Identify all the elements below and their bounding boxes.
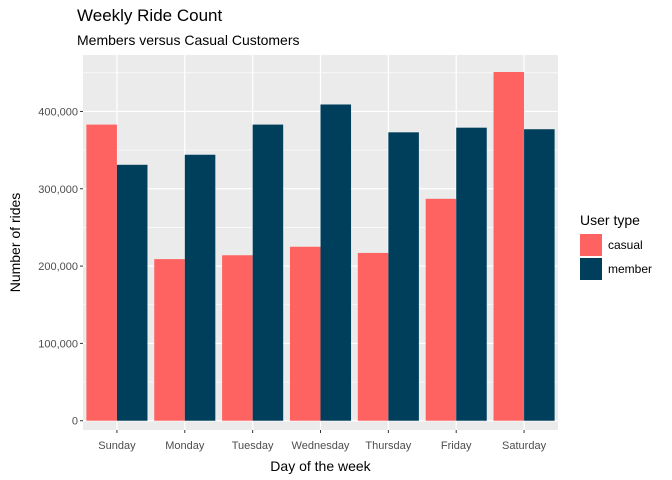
bar-casual-tuesday — [222, 255, 253, 421]
bar-casual-saturday — [493, 72, 525, 421]
bar-member-sunday — [116, 164, 148, 421]
x-tick-label: Sunday — [98, 440, 136, 452]
bar-casual-monday — [154, 259, 185, 421]
legend-label-member: member — [608, 262, 652, 276]
y-tick-label: 100,000 — [38, 338, 78, 350]
bar-member-friday — [456, 127, 487, 421]
legend-key-casual — [580, 234, 602, 256]
bar-casual-friday — [425, 198, 457, 421]
x-tick-label: Monday — [165, 440, 205, 452]
x-tick-label: Tuesday — [232, 440, 274, 452]
bar-casual-thursday — [357, 252, 389, 421]
x-tick-label: Thursday — [365, 440, 411, 452]
bar-member-wednesday — [320, 104, 352, 421]
bar-member-thursday — [388, 132, 419, 421]
bar-casual-wednesday — [289, 246, 321, 421]
x-tick-label: Saturday — [502, 440, 547, 452]
bar-member-monday — [184, 154, 216, 421]
legend-key-member — [580, 258, 602, 280]
y-axis-title: Number of rides — [7, 193, 23, 293]
bar-member-tuesday — [252, 124, 284, 421]
chart-subtitle: Members versus Casual Customers — [77, 32, 300, 48]
y-tick-label: 200,000 — [38, 261, 78, 273]
x-tick-label: Friday — [441, 440, 472, 452]
chart-title: Weekly Ride Count — [77, 6, 223, 25]
y-tick-label: 400,000 — [38, 106, 78, 118]
legend-title: User type — [580, 212, 640, 228]
y-tick-label: 300,000 — [38, 184, 78, 196]
bar-member-saturday — [524, 129, 555, 421]
legend-label-casual: casual — [608, 238, 643, 252]
x-axis-title: Day of the week — [270, 458, 371, 474]
y-tick-label: 0 — [72, 416, 78, 428]
x-tick-label: Wednesday — [292, 440, 350, 452]
bar-casual-sunday — [86, 124, 117, 421]
